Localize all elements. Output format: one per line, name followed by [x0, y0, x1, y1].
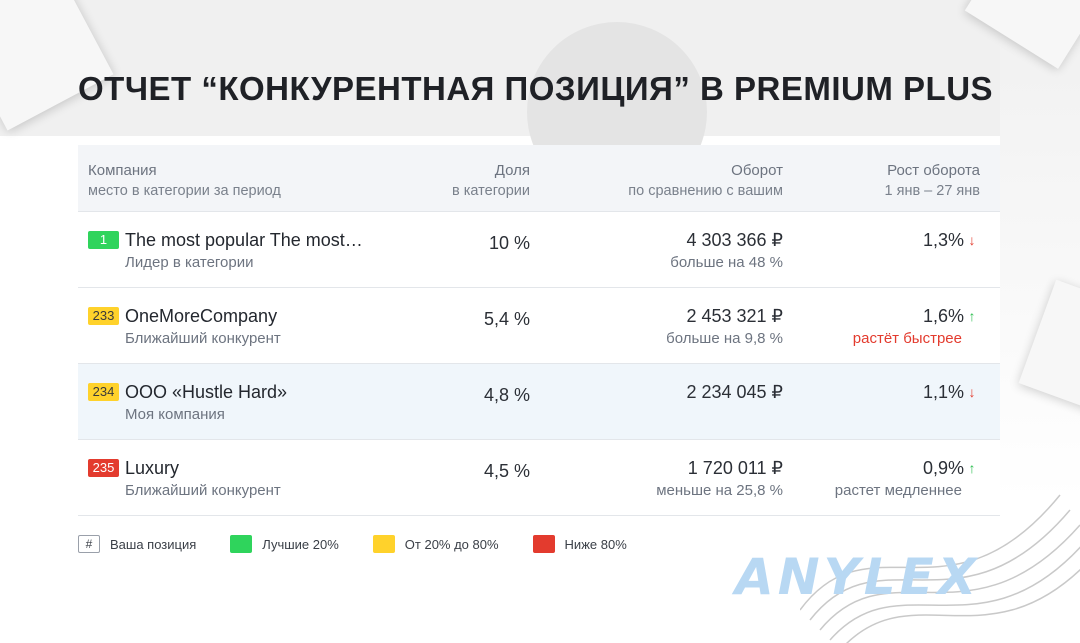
arrow-down-icon: ↓ [968, 232, 976, 248]
legend-label: От 20% до 80% [404, 536, 499, 552]
company-note: Моя компания [125, 406, 225, 423]
turnover-value: 1 720 011 ₽ [687, 458, 783, 478]
turnover-value: 2 234 045 ₽ [686, 382, 783, 402]
rank-badge: 1 [88, 231, 119, 249]
header-label: Доля [494, 162, 530, 179]
header-company: Компания место в категории за период [78, 145, 373, 211]
growth-cell: 0,9% ↑ растет медленнее [783, 440, 990, 515]
legend-item-your-position: # Ваша позиция [78, 535, 196, 553]
growth-cell: 1,6% ↑ растёт быстрее [783, 288, 990, 363]
turnover-note: больше на 48 % [670, 254, 783, 271]
turnover-cell: 1 720 011 ₽ меньше на 25,8 % [530, 440, 783, 515]
header-label: Компания [88, 162, 157, 179]
header-sublabel: в категории [452, 183, 530, 199]
growth-value: 1,3% [922, 230, 964, 250]
company-name[interactable]: The most popular The most… [125, 229, 363, 250]
table-header: Компания место в категории за период Дол… [78, 145, 1000, 212]
header-sublabel: 1 янв – 27 янв [884, 183, 981, 199]
company-cell: 1 The most popular The most… Лидер в кат… [78, 212, 373, 287]
header-label: Оборот [731, 162, 783, 179]
brand-logo: ANYLEX [735, 548, 981, 606]
share-value: 10 % [488, 233, 530, 253]
share-cell: 10 % [373, 212, 530, 287]
company-cell: 234 ООО «Hustle Hard» Моя компания [78, 364, 373, 439]
company-name[interactable]: Luxury [125, 457, 180, 478]
legend-label: Ниже 80% [564, 536, 627, 552]
green-swatch-icon [230, 535, 253, 553]
competitors-table: Компания место в категории за период Дол… [78, 145, 1000, 516]
legend-label: Лучшие 20% [262, 536, 339, 552]
header-label: Рост оборота [887, 162, 980, 179]
turnover-note: меньше на 25,8 % [656, 482, 783, 499]
yellow-swatch-icon [372, 535, 395, 553]
rank-badge: 233 [88, 307, 119, 325]
share-cell: 5,4 % [373, 288, 530, 363]
header-turnover: Оборот по сравнению с вашим [530, 145, 783, 211]
table-row-my-company[interactable]: 234 ООО «Hustle Hard» Моя компания 4,8 %… [78, 364, 1000, 440]
turnover-cell: 2 453 321 ₽ больше на 9,8 % [530, 288, 783, 363]
growth-cell: 1,3% ↓ [783, 212, 990, 287]
growth-value: 1,1% [922, 382, 964, 402]
legend-label: Ваша позиция [110, 536, 197, 552]
legend-item-middle: От 20% до 80% [372, 535, 499, 553]
table-row[interactable]: 233 OneMoreCompany Ближайший конкурент 5… [78, 288, 1000, 364]
company-cell: 233 OneMoreCompany Ближайший конкурент [78, 288, 373, 363]
company-note: Ближайший конкурент [125, 482, 281, 499]
turnover-cell: 2 234 045 ₽ [530, 364, 783, 439]
growth-cell: 1,1% ↓ [783, 364, 990, 439]
share-value: 5,4 % [483, 309, 530, 329]
red-swatch-icon [532, 535, 555, 553]
header-growth: Рост оборота 1 янв – 27 янв [783, 145, 990, 211]
legend-item-bottom: Ниже 80% [532, 535, 627, 553]
share-value: 4,8 % [483, 385, 530, 405]
header-share: Доля в категории [373, 145, 530, 211]
arrow-down-icon: ↓ [968, 384, 976, 400]
turnover-value: 4 303 366 ₽ [686, 230, 783, 250]
table-row[interactable]: 1 The most popular The most… Лидер в кат… [78, 212, 1000, 288]
growth-value: 0,9% [922, 458, 964, 478]
legend-item-top: Лучшие 20% [230, 535, 339, 553]
rank-badge: 235 [88, 459, 119, 477]
growth-value: 1,6% [922, 306, 964, 326]
growth-note: растёт быстрее [852, 330, 962, 347]
page-title: ОТЧЕТ “КОНКУРЕНТНАЯ ПОЗИЦИЯ” В PREMIUM P… [78, 70, 994, 107]
share-cell: 4,8 % [373, 364, 530, 439]
arrow-up-icon: ↑ [968, 460, 976, 476]
turnover-note: больше на 9,8 % [666, 330, 783, 347]
company-note: Лидер в категории [125, 254, 254, 271]
company-name[interactable]: OneMoreCompany [125, 305, 278, 326]
turnover-value: 2 453 321 ₽ [686, 306, 783, 326]
company-cell: 235 Luxury Ближайший конкурент [78, 440, 373, 515]
header-sublabel: место в категории за период [88, 183, 281, 199]
arrow-up-icon: ↑ [968, 308, 976, 324]
turnover-cell: 4 303 366 ₽ больше на 48 % [530, 212, 783, 287]
rank-badge: 234 [88, 383, 119, 401]
header-sublabel: по сравнению с вашим [628, 183, 783, 199]
share-value: 4,5 % [483, 461, 530, 481]
growth-note: растет медленнее [834, 482, 962, 499]
background-side [1000, 0, 1080, 500]
company-note: Ближайший конкурент [125, 330, 281, 347]
company-name[interactable]: ООО «Hustle Hard» [125, 381, 288, 402]
table-row[interactable]: 235 Luxury Ближайший конкурент 4,5 % 1 7… [78, 440, 1000, 516]
share-cell: 4,5 % [373, 440, 530, 515]
legend: # Ваша позиция Лучшие 20% От 20% до 80% … [78, 535, 661, 553]
decor-waves [800, 494, 1080, 643]
hash-icon: # [78, 535, 100, 553]
